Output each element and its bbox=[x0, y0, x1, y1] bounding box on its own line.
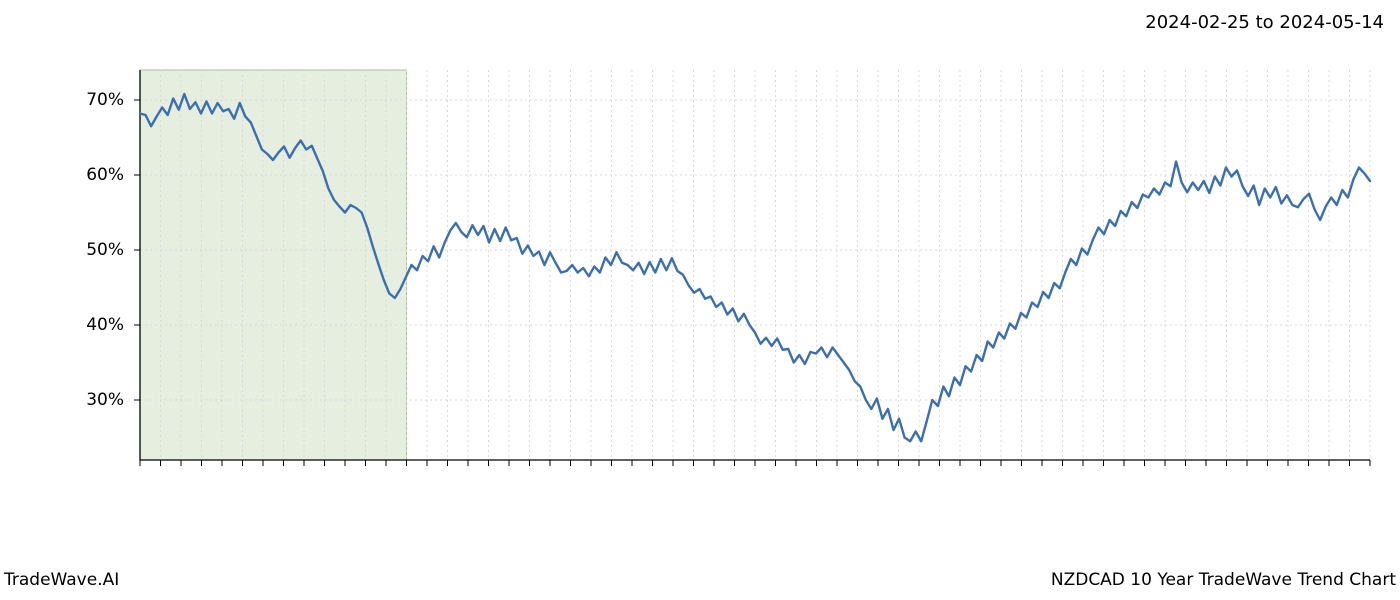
svg-text:70%: 70% bbox=[86, 90, 124, 110]
brand-label: TradeWave.AI bbox=[4, 570, 119, 590]
trend-chart: 30%40%50%60%70%02-2503-0303-0903-1503-21… bbox=[80, 60, 1380, 470]
svg-text:30%: 30% bbox=[86, 390, 124, 410]
chart-caption: NZDCAD 10 Year TradeWave Trend Chart bbox=[1051, 570, 1396, 590]
svg-text:40%: 40% bbox=[86, 315, 124, 335]
date-range-title: 2024-02-25 to 2024-05-14 bbox=[1145, 12, 1384, 33]
svg-text:60%: 60% bbox=[86, 165, 124, 185]
svg-text:50%: 50% bbox=[86, 240, 124, 260]
